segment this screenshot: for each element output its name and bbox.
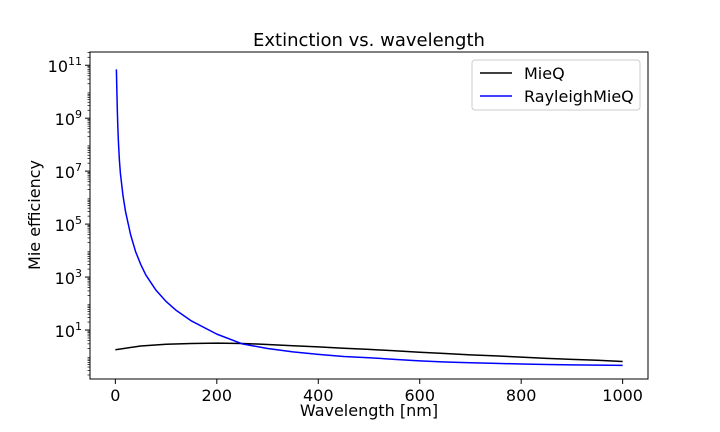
y-axis-label: Mie efficiency [25, 160, 44, 270]
x-tick-label: 1000 [602, 386, 643, 405]
series-line-rayleighmieq [115, 69, 623, 367]
x-tick-label: 800 [506, 386, 537, 405]
legend-box [471, 59, 641, 111]
x-tick-label: 0 [110, 386, 120, 405]
legend-label-rayleighmieq: RayleighMieQ [524, 87, 634, 106]
legend-label-mieq: MieQ [524, 64, 565, 83]
x-axis: 0 200 400 600 800 1000 [110, 379, 643, 405]
series-line-mieq [115, 342, 623, 363]
x-tick-label: 400 [303, 386, 334, 405]
x-tick-label: 600 [404, 386, 435, 405]
legend: MieQ RayleighMieQ [471, 59, 641, 111]
x-axis-label: Wavelength [nm] [300, 401, 438, 420]
plot-frame [89, 51, 649, 380]
chart-title: Extinction vs. wavelength [253, 30, 485, 51]
x-tick-label: 200 [202, 386, 233, 405]
plot-area [115, 69, 623, 367]
